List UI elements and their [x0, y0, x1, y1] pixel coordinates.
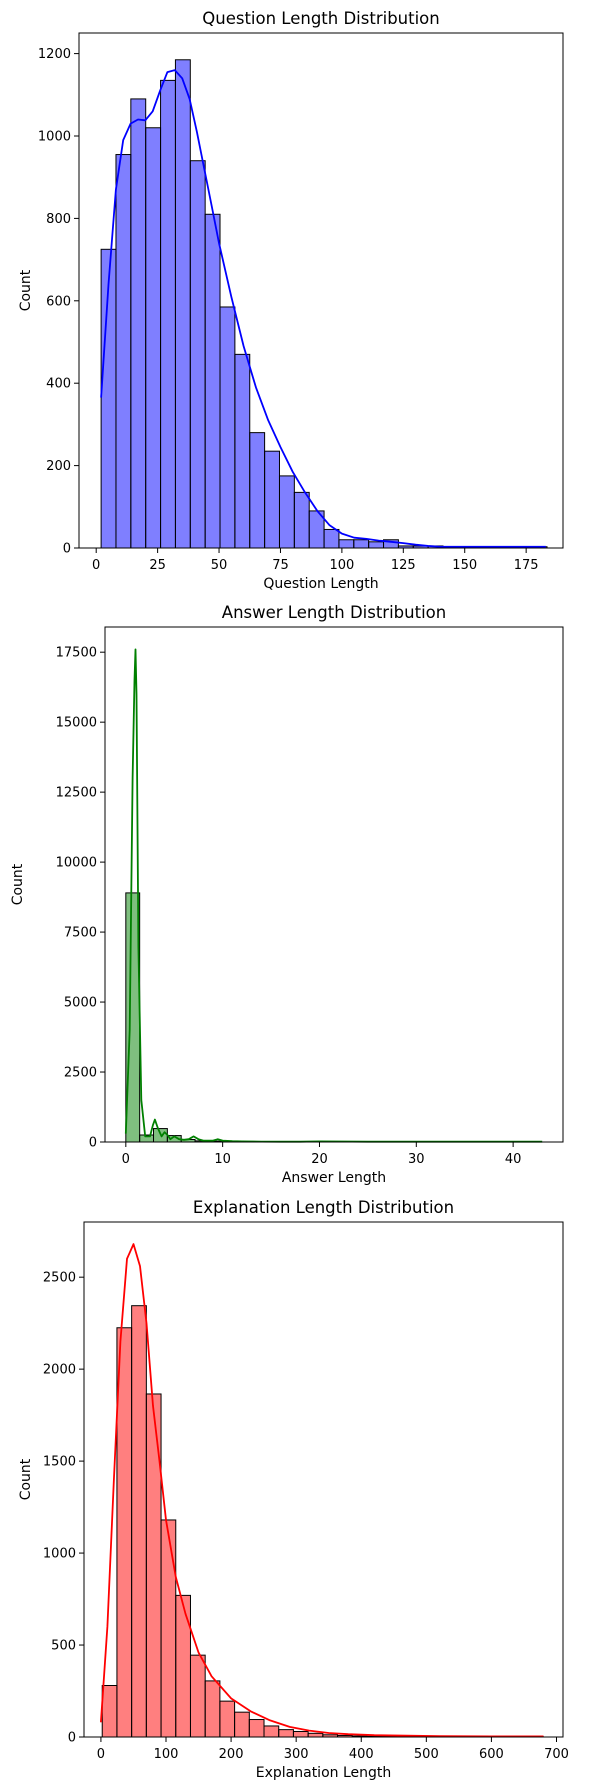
x-tick-label: 175 — [514, 558, 539, 573]
y-tick-label: 0 — [68, 1731, 76, 1746]
histogram-bar — [323, 528, 340, 549]
y-tick-label: 400 — [46, 377, 71, 392]
y-tick-label: 5000 — [64, 996, 97, 1011]
x-tick-label: 25 — [149, 558, 166, 573]
histogram-bar — [278, 1729, 294, 1738]
x-axis-label: Answer Length — [282, 1170, 386, 1186]
histogram-bar — [160, 1519, 177, 1738]
histogram-bar — [115, 154, 132, 549]
y-tick-label: 17500 — [56, 646, 97, 661]
y-tick-label: 200 — [46, 459, 71, 474]
y-tick-label: 800 — [46, 212, 71, 227]
x-tick-label: 0 — [122, 1152, 130, 1167]
y-tick-label: 1000 — [43, 1547, 76, 1562]
y-axis-label: Count — [18, 1458, 34, 1500]
x-tick-label: 300 — [284, 1747, 309, 1762]
kde-line — [124, 648, 543, 1143]
kde-line — [100, 1243, 544, 1738]
histogram-bar — [101, 1685, 118, 1738]
histogram-bar — [189, 1654, 206, 1738]
chart-title: Answer Length Distribution — [222, 603, 446, 622]
x-tick-label: 100 — [154, 1747, 179, 1762]
histogram-bar — [248, 1719, 265, 1738]
x-tick-label: 200 — [219, 1747, 244, 1762]
x-tick-label: 30 — [408, 1152, 425, 1167]
histogram-bar — [116, 1327, 133, 1738]
histogram-bar — [263, 1725, 280, 1738]
kde-line — [100, 69, 546, 548]
y-axis-label: Count — [18, 269, 34, 311]
x-tick-label: 0 — [97, 1747, 105, 1762]
x-tick-label: 75 — [272, 558, 289, 573]
y-tick-label: 10000 — [56, 856, 97, 871]
chart-panel-1: 0 25 50 75 100 125 150 175 0 200 400 600 800 1000 1200… — [18, 9, 564, 592]
x-tick-label: 500 — [414, 1747, 439, 1762]
histogram-bar — [278, 475, 295, 549]
histogram-bar — [219, 1700, 236, 1738]
y-tick-label: 12500 — [56, 786, 97, 801]
histogram-bar — [234, 353, 251, 549]
y-tick-label: 2500 — [43, 1271, 76, 1286]
histogram-bar — [368, 541, 385, 549]
plot-frame — [78, 32, 564, 549]
histogram-bar — [174, 59, 191, 549]
histogram-bar — [204, 1680, 221, 1738]
x-tick-label: 20 — [311, 1152, 328, 1167]
histogram-bar — [292, 1730, 309, 1738]
x-axis-label: Explanation Length — [256, 1765, 392, 1781]
x-axis-label: Question Length — [263, 576, 378, 592]
histogram-bar — [130, 98, 147, 549]
x-tick-label: 40 — [505, 1152, 522, 1167]
histogram-bar — [307, 1732, 324, 1738]
y-tick-label: 1000 — [38, 130, 71, 145]
x-tick-label: 125 — [391, 558, 416, 573]
x-tick-label: 50 — [211, 558, 228, 573]
x-tick-label: 600 — [479, 1747, 504, 1762]
y-tick-label: 1200 — [38, 47, 71, 62]
plot-frame — [104, 626, 564, 1143]
histogram-bar — [175, 1594, 191, 1738]
y-tick-label: 500 — [51, 1639, 76, 1654]
y-tick-label: 1500 — [43, 1455, 76, 1470]
chart-panel-2: 0 10 20 30 40 0 2500 5000 7500 10000 12500 15000 175… — [10, 603, 564, 1186]
y-tick-label: 0 — [89, 1136, 97, 1151]
y-axis-label: Count — [10, 863, 26, 905]
x-tick-label: 0 — [92, 558, 100, 573]
chart-panel-3: 0 100 200 300 400 500 600 700 0 500 1000 1500 2000 25… — [18, 1198, 569, 1781]
y-tick-label: 15000 — [56, 716, 97, 731]
histogram-bar — [189, 160, 206, 549]
chart-title: Explanation Length Distribution — [193, 1198, 454, 1217]
plot-frame — [83, 1221, 564, 1738]
histogram-bar — [204, 213, 221, 549]
histogram-bar — [353, 539, 370, 549]
histogram-bar — [264, 450, 280, 549]
histogram-bar — [249, 432, 266, 549]
x-tick-label: 100 — [329, 558, 354, 573]
histogram-bar — [219, 306, 236, 549]
histogram-bar — [234, 1711, 250, 1738]
y-tick-label: 2000 — [43, 1363, 76, 1378]
x-tick-label: 700 — [544, 1747, 569, 1762]
histogram-bar — [293, 491, 310, 549]
y-tick-label: 2500 — [64, 1066, 97, 1081]
histogram-bar — [160, 79, 176, 549]
histogram-bar — [131, 1305, 147, 1738]
y-tick-label: 600 — [46, 294, 71, 309]
chart-title: Question Length Distribution — [202, 9, 439, 28]
x-tick-label: 10 — [214, 1152, 231, 1167]
x-tick-label: 150 — [452, 558, 477, 573]
histogram-bar — [338, 539, 355, 549]
y-tick-label: 7500 — [64, 926, 97, 941]
y-tick-label: 0 — [63, 542, 71, 557]
x-tick-label: 400 — [349, 1747, 374, 1762]
histogram-bar — [145, 127, 162, 549]
histogram-bar — [145, 1393, 162, 1738]
